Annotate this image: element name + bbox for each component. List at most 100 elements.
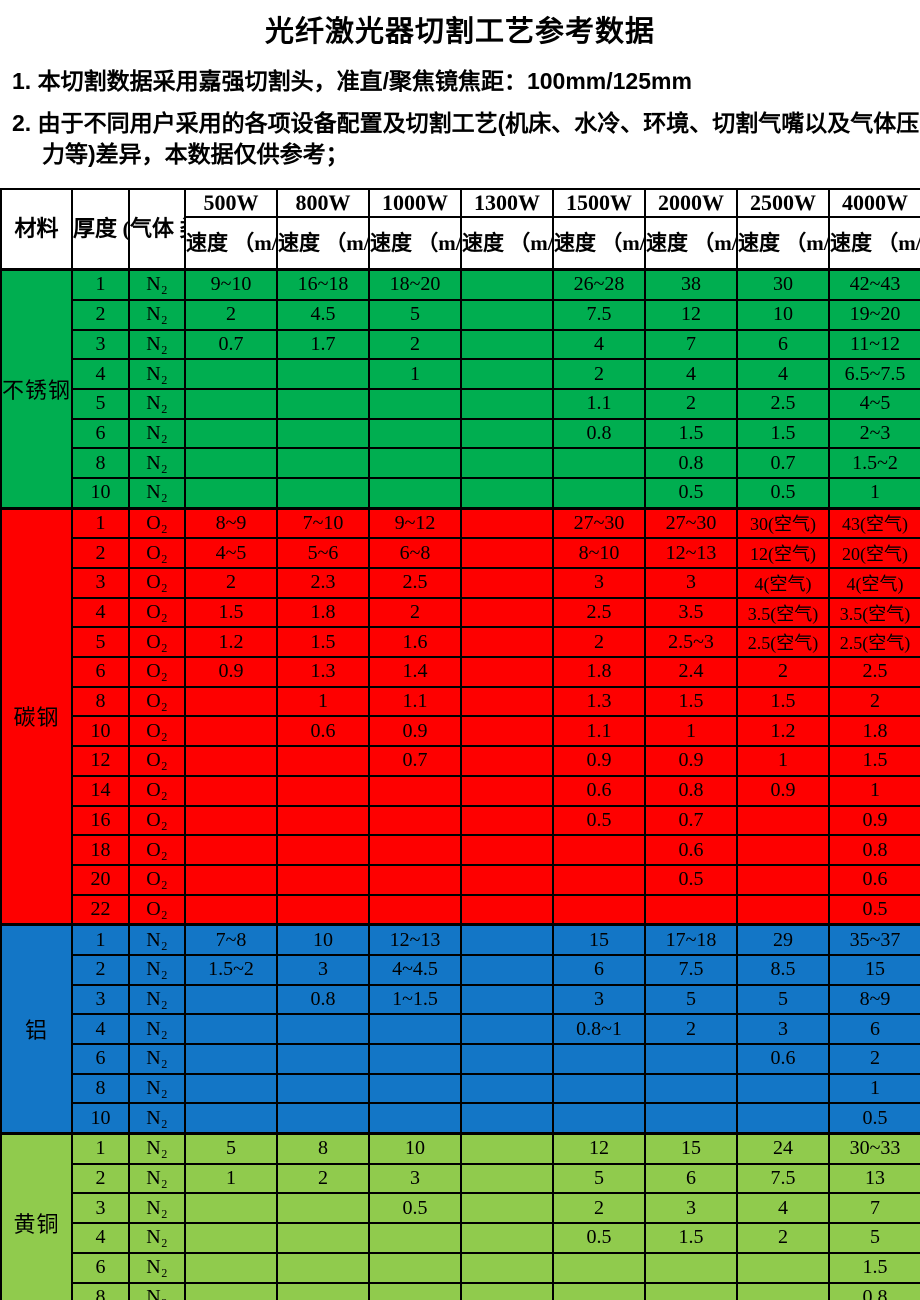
- speed-cell: [460, 834, 554, 866]
- speed-cell: 4~4.5: [368, 953, 462, 986]
- speed-cell: [184, 1251, 278, 1284]
- thickness-cell: 2: [71, 1162, 130, 1195]
- speed-cell: 3: [644, 567, 738, 599]
- speed-cell: 1.5: [184, 596, 278, 629]
- gas-cell: O₂: [128, 596, 186, 629]
- speed-cell: 3: [736, 1013, 830, 1046]
- speed-cell: 2: [552, 626, 646, 659]
- speed-cell: [460, 745, 554, 777]
- speed-cell: 2: [644, 1013, 738, 1046]
- speed-cell: 10: [736, 298, 830, 331]
- speed-cell: 0.9: [736, 774, 830, 807]
- speed-cell: 5: [368, 298, 462, 331]
- speed-cell: 2~3: [828, 417, 920, 450]
- speed-cell: [368, 1281, 462, 1300]
- speed-cell: 2: [184, 298, 278, 331]
- speed-cell: 8.5: [736, 953, 830, 986]
- speed-cell: 1.5: [736, 685, 830, 718]
- gas-cell: O₂: [128, 774, 186, 807]
- table-row: 碳钢 1 O₂ 8~9 7~10 9~12 27~30 27~30 30(空气) 43(空气): [0, 506, 920, 926]
- table-row: 铝 1 N₂ 7~8 10 12~13 15 17~18 29 35~37: [0, 923, 920, 1135]
- speed-cell: [368, 893, 462, 926]
- speed-cell: [368, 804, 462, 837]
- gas-cell: N₂: [128, 1192, 186, 1225]
- speed-cell: 7.5: [736, 1162, 830, 1195]
- header-speed-2500w: 速度 （m/min): [736, 216, 830, 271]
- gas-cell: N₂: [128, 1013, 186, 1046]
- speed-cell: 5~6: [276, 537, 370, 570]
- speed-cell: [276, 358, 370, 390]
- thickness-cell: 4: [71, 1013, 130, 1046]
- speed-cell: 4: [644, 358, 738, 390]
- table-row: 不锈钢 1 N₂ 9~10 16~18 18~20 26~28 38 30 42~43: [0, 268, 920, 510]
- speed-cell: [644, 1251, 738, 1284]
- speed-cell: 2: [276, 1162, 370, 1195]
- speed-cell: 1.6: [368, 626, 462, 659]
- speed-cell: 2.5: [552, 596, 646, 629]
- speed-cell: 0.6: [736, 1043, 830, 1075]
- speed-cell: 1.3: [552, 685, 646, 718]
- header-speed-800w: 速度 （m/min): [276, 216, 370, 271]
- speed-cell: [552, 834, 646, 866]
- speed-cell: 0.8: [828, 834, 920, 866]
- speed-cell: 2.5~3: [644, 626, 738, 659]
- speed-cell: 4~5: [828, 387, 920, 420]
- speed-cell: 15: [828, 953, 920, 986]
- speed-cell: [184, 774, 278, 807]
- speed-cell: [460, 328, 554, 361]
- speed-cell: [276, 745, 370, 777]
- speed-cell: 12: [552, 1132, 646, 1165]
- speed-cell: 1.1: [552, 715, 646, 748]
- table-row: 2 O₂ 4~5 5~6 6~8 8~10 12~13 12(空气) 20(空气): [1, 537, 920, 570]
- speed-cell: 1.1: [552, 387, 646, 420]
- gas-cell: O₂: [128, 804, 186, 837]
- speed-cell: 0.7: [368, 745, 462, 777]
- speed-cell: [276, 1281, 370, 1300]
- speed-cell: 0.5: [644, 476, 738, 510]
- speed-cell: [184, 863, 278, 896]
- speed-cell: 30: [736, 268, 830, 301]
- table-row: 3 O₂ 2 2.3 2.5 3 3 4(空气) 4(空气): [1, 567, 920, 599]
- speed-cell: 38: [644, 268, 738, 301]
- table-row: 8 O₂ 1 1.1 1.3 1.5 1.5 2: [1, 685, 920, 718]
- speed-cell: 0.5: [552, 1222, 646, 1254]
- speed-cell: [276, 1043, 370, 1075]
- thickness-cell: 8: [71, 1072, 130, 1105]
- table-row: 2 N₂ 1 2 3 5 6 7.5 13: [1, 1162, 920, 1195]
- gas-cell: N₂: [128, 1281, 186, 1300]
- speed-cell: [368, 387, 462, 420]
- speed-cell: 0.9: [184, 656, 278, 688]
- speed-cell: 1.2: [184, 626, 278, 659]
- header-speed-1500w: 速度 （m/min): [552, 216, 646, 271]
- thickness-cell: 12: [71, 745, 130, 777]
- speed-cell: 0.7: [644, 804, 738, 837]
- speed-cell: [184, 1192, 278, 1225]
- thickness-cell: 18: [71, 834, 130, 866]
- gas-cell: N₂: [128, 1251, 186, 1284]
- thickness-cell: 6: [71, 1251, 130, 1284]
- speed-cell: 27~30: [552, 506, 646, 540]
- table-row: 22 O₂ 0.5: [1, 893, 920, 926]
- header-speed-500w: 速度 （m/min): [184, 216, 278, 271]
- table-row: 18 O₂ 0.6 0.8: [1, 834, 920, 866]
- header-power-4000w: 4000W: [828, 188, 920, 219]
- header-power-2000w: 2000W: [644, 188, 738, 219]
- speed-cell: 18~20: [368, 268, 462, 301]
- speed-cell: 0.9: [368, 715, 462, 748]
- speed-cell: 0.5: [736, 476, 830, 510]
- header-speed-2000w: 速度 （m/min): [644, 216, 738, 271]
- speed-cell: 2.4: [644, 656, 738, 688]
- speed-cell: 2.3: [276, 567, 370, 599]
- table-body: 不锈钢 1 N₂ 9~10 16~18 18~20 26~28 38 30 42~43 2 N₂ 2 4.…: [0, 268, 920, 1300]
- speed-cell: [460, 358, 554, 390]
- speed-cell: [276, 804, 370, 837]
- speed-cell: [276, 1251, 370, 1284]
- thickness-cell: 1: [71, 506, 130, 540]
- speed-cell: [460, 1132, 554, 1165]
- thickness-cell: 2: [71, 298, 130, 331]
- speed-cell: [460, 1013, 554, 1046]
- speed-cell: 1.5: [644, 417, 738, 450]
- gas-cell: O₂: [128, 506, 186, 540]
- header-power-1500w: 1500W: [552, 188, 646, 219]
- speed-cell: 0.6: [644, 834, 738, 866]
